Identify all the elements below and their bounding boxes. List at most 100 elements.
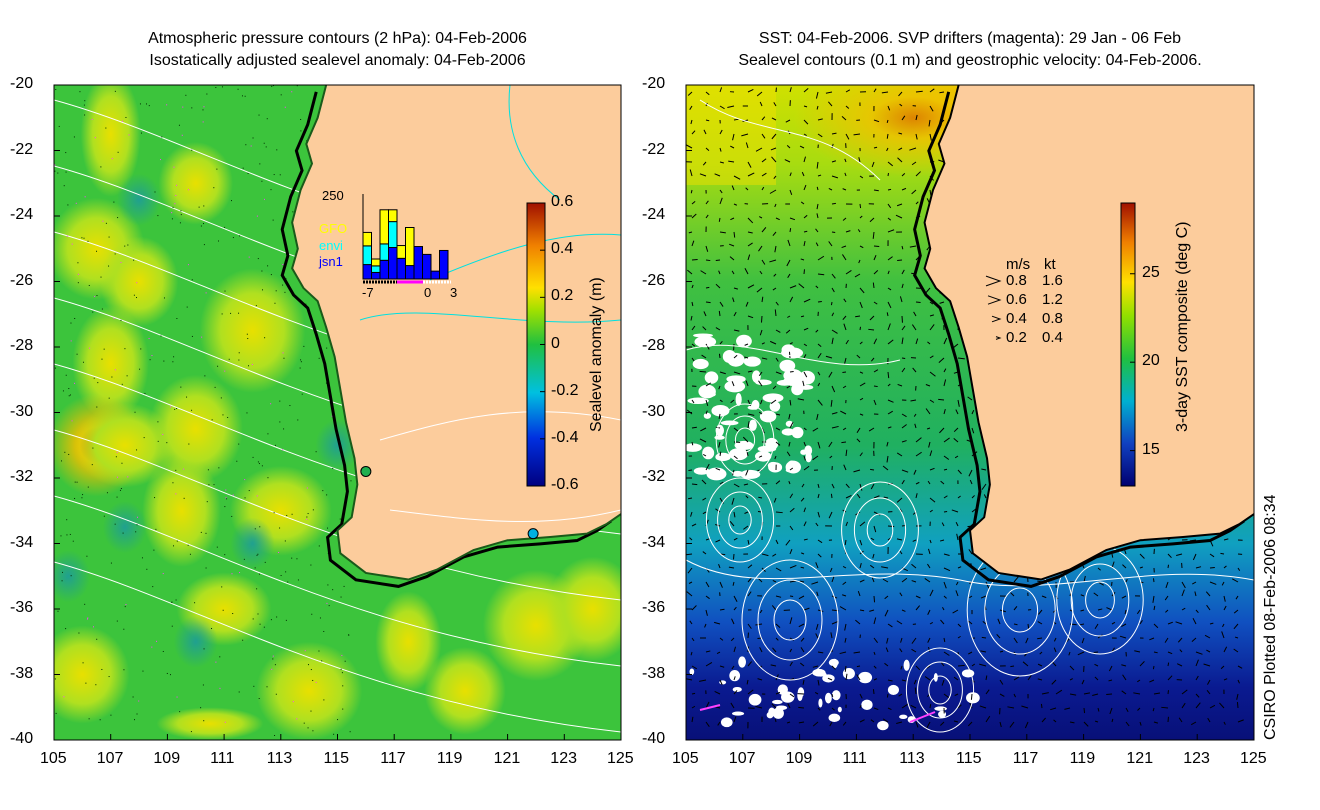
lat-tick-label: -22 — [642, 140, 666, 158]
lon-tick-label: 123 — [1183, 750, 1210, 767]
histogram-bar-jsn1 — [439, 249, 449, 280]
velocity-arrow-icon — [991, 315, 1002, 323]
lon-tick-label: 117 — [1012, 750, 1039, 767]
tide-gauge-marker — [360, 465, 372, 477]
lat-tick-label: -36 — [642, 599, 666, 616]
velocity-kt-value: 0.4 — [1042, 329, 1063, 346]
lat-tick-label: -38 — [642, 664, 666, 682]
anomaly-colorbar-tick: 0.4 — [551, 240, 574, 258]
velocity-ms-value: 0.8 — [1006, 272, 1027, 289]
lat-tick-label: -34 — [10, 533, 34, 551]
lon-tick-label: 125 — [1240, 750, 1267, 767]
lat-tick-label: -26 — [642, 271, 666, 289]
histogram-bar-jsn1 — [379, 259, 389, 280]
velocity-arrow-icon — [987, 295, 1002, 305]
histogram-xlabel-zero: 0 — [424, 285, 432, 300]
right-title-line2: Sealevel contours (0.1 m) and geostrophi… — [738, 52, 1202, 69]
velocity-arrow-icon — [995, 336, 1002, 340]
velocity-header-kt: kt — [1044, 256, 1056, 273]
axis-ticks — [53, 84, 1255, 741]
lat-tick-label: -30 — [642, 402, 666, 420]
credit-text: CSIRO Plotted 08-Feb-2006 08:34 — [1262, 494, 1279, 740]
velocity-legend-arrows — [985, 275, 1002, 340]
lon-tick-label: 121 — [493, 750, 521, 767]
histogram-bar-jsn1 — [413, 246, 423, 280]
histogram-bar-jsn1 — [430, 270, 440, 280]
histogram-xlabel-max: 3 — [450, 285, 458, 300]
lat-tick-label: -40 — [642, 730, 666, 747]
lon-tick-label: 109 — [785, 750, 813, 767]
lat-tick-label: -20 — [642, 75, 666, 92]
legend-gfo: GFO — [319, 221, 348, 236]
lon-tick-label: 109 — [153, 750, 181, 767]
anomaly-colorbar-tick: 0.2 — [551, 287, 574, 305]
anomaly-colorbar-tick: 0 — [551, 334, 560, 352]
lat-tick-label: -20 — [10, 75, 34, 92]
lon-tick-label: 119 — [1069, 750, 1096, 767]
lat-tick-label: -36 — [10, 599, 34, 616]
lat-tick-label: -22 — [10, 140, 34, 158]
lon-tick-label: 113 — [899, 750, 925, 767]
histogram-bar-gfo — [396, 245, 406, 259]
lat-tick-label: -28 — [10, 337, 34, 354]
sst-colorbar-tick: 20 — [1142, 352, 1160, 370]
sst-colorbar-tick: 15 — [1142, 440, 1160, 458]
histogram-bar-envi — [388, 221, 398, 249]
histogram-bar-jsn1 — [422, 253, 432, 280]
histogram-bar-envi — [379, 243, 389, 261]
anomaly-colorbar-tick: -0.2 — [551, 381, 579, 399]
tide-gauge-marker — [527, 528, 539, 540]
velocity-arrow-icon — [985, 275, 1002, 287]
lon-tick-label: 107 — [728, 750, 756, 767]
velocity-kt-value: 1.6 — [1042, 272, 1063, 289]
histogram-bar-gfo — [388, 209, 398, 223]
sst-map — [686, 85, 1254, 740]
lat-tick-label: -34 — [642, 533, 666, 551]
lat-tick-label: -32 — [642, 468, 666, 485]
histogram-bar-gfo — [379, 209, 389, 245]
histogram-bar-envi — [371, 265, 381, 273]
velocity-kt-value: 0.8 — [1042, 310, 1063, 327]
lat-tick-label: -26 — [10, 271, 34, 289]
velocity-ms-value: 0.2 — [1006, 329, 1027, 346]
histogram-bar-jsn1 — [371, 271, 381, 280]
lon-tick-label: 105 — [672, 750, 699, 767]
lat-tick-label: -38 — [10, 664, 34, 682]
histogram-xlabel-min: -7 — [362, 285, 374, 300]
lon-tick-label: 105 — [40, 750, 67, 767]
left-title-line1: Atmospheric pressure contours (2 hPa): 0… — [148, 30, 527, 47]
legend-envi: envi — [319, 238, 343, 253]
histogram-bar-jsn1 — [362, 264, 372, 280]
velocity-header-ms: m/s — [1006, 256, 1031, 273]
lon-tick-label: 121 — [1126, 750, 1154, 767]
lat-tick-label: -40 — [10, 730, 34, 747]
lon-tick-label: 111 — [842, 750, 867, 767]
velocity-kt-value: 1.2 — [1042, 291, 1063, 308]
land-australia — [924, 85, 1254, 580]
altimeter-histogram — [362, 194, 451, 284]
lon-tick-label: 119 — [436, 750, 463, 767]
lon-tick-label: 115 — [956, 750, 982, 767]
histogram-bar-jsn1 — [388, 247, 398, 280]
histogram-bar-jsn1 — [396, 257, 406, 280]
anomaly-colorbar-label: Sealevel anomaly (m) — [588, 277, 605, 432]
sealevel-anomaly-map — [54, 85, 621, 740]
anomaly-colorbar-tick: -0.6 — [551, 476, 579, 493]
sst-colorbar — [1120, 202, 1136, 487]
histogram-ymax-label: 250 — [322, 188, 344, 203]
sst-colorbar-label: 3-day SST composite (deg C) — [1174, 221, 1191, 432]
left-title-line2: Isostatically adjusted sealevel anomaly:… — [149, 52, 526, 69]
lon-tick-label: 125 — [607, 750, 634, 767]
lat-tick-label: -28 — [642, 337, 666, 354]
right-title-line1: SST: 04-Feb-2006. SVP drifters (magenta)… — [758, 30, 1182, 47]
histogram-bar-jsn1 — [405, 265, 415, 280]
histogram-bar-gfo — [405, 227, 415, 267]
lat-tick-label: -24 — [10, 206, 34, 223]
velocity-ms-value: 0.4 — [1006, 310, 1027, 327]
lat-tick-label: -24 — [642, 206, 666, 223]
lon-tick-label: 115 — [323, 750, 350, 767]
sst-colorbar-tick: 25 — [1142, 263, 1160, 281]
histogram-bar-gfo — [371, 258, 381, 267]
